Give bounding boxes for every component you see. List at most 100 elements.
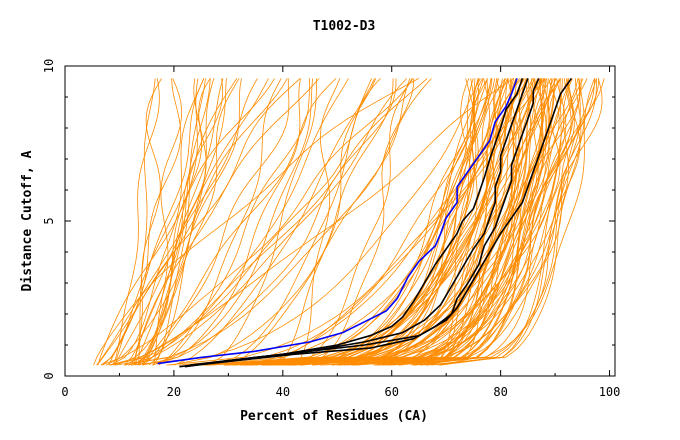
background-curve bbox=[142, 78, 337, 366]
background-curve bbox=[128, 78, 407, 366]
background-curve bbox=[224, 78, 394, 366]
background-curve bbox=[124, 78, 432, 366]
background-curve bbox=[130, 78, 162, 366]
y-tick-label: 5 bbox=[42, 217, 56, 224]
background-curve bbox=[244, 78, 502, 366]
background-curve bbox=[414, 78, 567, 366]
background-curve bbox=[93, 78, 419, 366]
highlight-curve-3 bbox=[184, 78, 529, 368]
background-curve bbox=[421, 78, 597, 366]
background-curve bbox=[301, 78, 525, 366]
background-curve bbox=[249, 78, 520, 366]
background-curve bbox=[399, 78, 545, 366]
background-curve bbox=[148, 78, 215, 366]
background-curve bbox=[223, 78, 536, 366]
background-curve bbox=[133, 78, 320, 366]
background-curve bbox=[290, 78, 341, 366]
background-curve bbox=[137, 78, 211, 366]
background-curve bbox=[232, 78, 582, 366]
background-curve bbox=[133, 78, 199, 366]
x-tick-label: 100 bbox=[599, 385, 621, 399]
background-curve bbox=[413, 78, 561, 366]
background-curve bbox=[276, 78, 484, 366]
background-curve bbox=[178, 78, 479, 366]
background-curve bbox=[151, 78, 301, 366]
x-axis-label: Percent of Residues (CA) bbox=[240, 409, 428, 424]
background-curve bbox=[114, 78, 313, 366]
background-curve bbox=[413, 78, 503, 366]
background-curve bbox=[271, 78, 496, 366]
background-curve bbox=[212, 78, 560, 366]
background-curve bbox=[124, 78, 224, 366]
background-curve bbox=[336, 78, 548, 366]
x-tick-label: 0 bbox=[61, 385, 68, 399]
x-axis: 0 20 40 60 80 100 bbox=[61, 66, 620, 399]
background-curve bbox=[437, 78, 585, 366]
background-curve bbox=[102, 78, 205, 366]
background-curve bbox=[351, 78, 595, 366]
highlight-curve-5 bbox=[195, 77, 573, 366]
background-curve bbox=[339, 78, 603, 366]
background-curve bbox=[245, 78, 563, 366]
background-curve bbox=[100, 78, 414, 366]
background-curve bbox=[290, 78, 557, 366]
background-curve bbox=[143, 78, 290, 366]
background-curve bbox=[202, 78, 493, 366]
highlighted-model-curves bbox=[157, 77, 573, 368]
background-curve bbox=[338, 78, 512, 366]
background-curve bbox=[209, 78, 373, 366]
background-curve bbox=[108, 78, 288, 366]
y-axis: 0 5 10 bbox=[42, 59, 615, 380]
background-curve bbox=[152, 78, 206, 366]
background-curve bbox=[299, 78, 524, 366]
background-curve bbox=[206, 78, 515, 366]
background-curve bbox=[290, 78, 413, 366]
background-curve bbox=[152, 78, 282, 366]
background-curve bbox=[412, 78, 542, 366]
background-curve bbox=[242, 78, 492, 366]
background-curve bbox=[105, 78, 242, 366]
background-curve bbox=[265, 78, 530, 366]
y-tick-label: 0 bbox=[42, 372, 56, 379]
background-curve bbox=[114, 78, 238, 366]
background-curve bbox=[110, 78, 349, 366]
background-model-curves bbox=[93, 78, 605, 366]
background-curve bbox=[352, 78, 528, 366]
chart-title: T1002-D3 bbox=[313, 19, 376, 34]
background-curve bbox=[289, 78, 415, 366]
background-curve bbox=[356, 78, 547, 366]
background-curve bbox=[206, 78, 317, 366]
background-curve bbox=[116, 78, 240, 366]
background-curve bbox=[153, 78, 183, 366]
background-curve bbox=[431, 78, 562, 366]
y-tick-label: 10 bbox=[42, 59, 56, 73]
background-curve bbox=[425, 78, 582, 366]
background-curve bbox=[138, 78, 156, 366]
background-curve bbox=[97, 78, 275, 366]
background-curve bbox=[174, 78, 375, 366]
background-curve bbox=[255, 78, 542, 366]
x-tick-label: 60 bbox=[385, 385, 399, 399]
background-curve bbox=[100, 78, 182, 366]
background-curve bbox=[96, 78, 301, 366]
background-curve bbox=[314, 78, 475, 366]
background-curve bbox=[261, 78, 572, 366]
highlight-curve-1 bbox=[157, 78, 518, 365]
x-tick-label: 80 bbox=[493, 385, 507, 399]
background-curve bbox=[185, 78, 575, 366]
background-curve bbox=[346, 78, 538, 366]
background-curve bbox=[292, 78, 574, 366]
y-axis-label: Distance Cutoff, A bbox=[20, 150, 35, 291]
background-curve bbox=[142, 78, 211, 366]
x-tick-label: 40 bbox=[276, 385, 290, 399]
background-curve bbox=[273, 78, 584, 366]
x-tick-label: 20 bbox=[167, 385, 181, 399]
background-curve bbox=[114, 78, 258, 366]
background-curve bbox=[139, 78, 428, 366]
background-curve bbox=[96, 78, 269, 366]
highlight-curve-2 bbox=[179, 78, 524, 368]
background-curve bbox=[130, 78, 481, 366]
background-curve bbox=[285, 78, 474, 366]
background-curve bbox=[142, 78, 397, 366]
